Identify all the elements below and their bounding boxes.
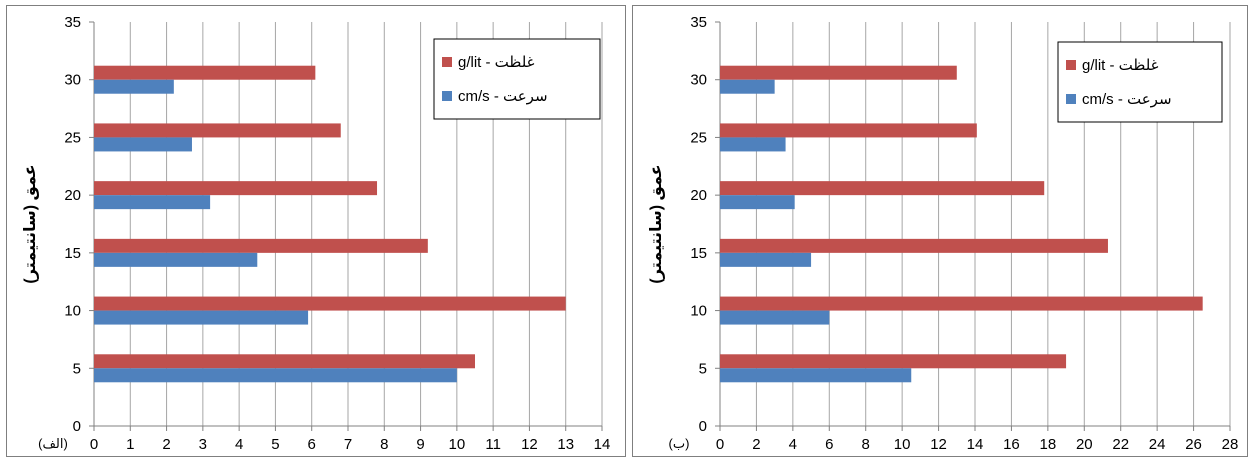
legend-label-velocity: سرعت - cm/s [458, 88, 548, 105]
x-tick-label: 6 [825, 436, 833, 453]
legend-label-density: غلظت - g/lit [458, 54, 535, 71]
legend-swatch-density [442, 57, 452, 67]
y-tick-label: 20 [690, 187, 707, 204]
x-tick-label: 12 [521, 436, 538, 453]
chart-panel-b: 0 2 4 6 8 10 12 14 16 18 20 22 24 26 28 0 5 10 15 20 25 30 35 ع… [632, 5, 1248, 457]
x-tick-label: 9 [416, 436, 424, 453]
x-tick-label: 10 [894, 436, 911, 453]
y-tick-label: 10 [64, 303, 81, 320]
x-tick-label: 7 [344, 436, 352, 453]
bar-velocity [94, 195, 211, 210]
x-tick-label: 16 [1003, 436, 1020, 453]
y-tick-label: 0 [73, 418, 81, 435]
y-tick-label: 15 [64, 245, 81, 262]
panel-label: (الف) [38, 436, 68, 451]
legend-label-density: غلظت - g/lit [1082, 57, 1159, 74]
x-tick-label: 1 [126, 436, 134, 453]
bar-density [720, 296, 1203, 311]
x-tick-label: 0 [716, 436, 724, 453]
bar-velocity [94, 252, 258, 267]
x-tick-label: 10 [449, 436, 466, 453]
bar-density [94, 296, 566, 311]
chart-panel-a: 0 1 2 3 4 5 6 7 8 9 10 11 12 13 14 0 5 10 15 20 25 30 35 عمق (س… [6, 5, 626, 457]
bar-density [720, 354, 1067, 369]
y-tick-label: 10 [690, 303, 707, 320]
y-axis-title: عمق (سانتیمتر) [22, 164, 39, 283]
x-tick-label: 2 [162, 436, 170, 453]
x-tick-label: 24 [1149, 436, 1166, 453]
x-tick-label: 14 [967, 436, 984, 453]
y-tick-label: 30 [690, 72, 707, 89]
x-tick-label: 28 [1222, 436, 1239, 453]
y-tick-label: 35 [64, 14, 81, 31]
y-tick-label: 15 [690, 245, 707, 262]
y-tick-label: 5 [73, 360, 81, 377]
x-tick-label: 8 [862, 436, 870, 453]
legend-swatch-velocity [1066, 94, 1076, 104]
y-tick-label: 0 [699, 418, 707, 435]
legend-label-velocity: سرعت - cm/s [1082, 91, 1172, 108]
bar-velocity [720, 368, 912, 383]
y-tick-label: 25 [64, 129, 81, 146]
x-tick-label: 2 [752, 436, 760, 453]
x-tick-label: 18 [1040, 436, 1057, 453]
bar-density [720, 65, 957, 80]
legend-box [1057, 41, 1223, 123]
bar-velocity [720, 137, 786, 152]
legend: غلظت - g/lit سرعت - cm/s [433, 38, 601, 120]
y-tick-label: 5 [699, 360, 707, 377]
bar-velocity [94, 368, 457, 383]
chart-b-svg: 0 2 4 6 8 10 12 14 16 18 20 22 24 26 2805101520253035ع… [648, 14, 1239, 453]
bar-velocity [720, 252, 812, 267]
x-tick-label: 14 [594, 436, 611, 453]
bar-density [94, 238, 428, 253]
bar-density [94, 181, 378, 196]
y-tick-label: 25 [690, 129, 707, 146]
bar-density [94, 354, 475, 369]
y-tick-label: 35 [690, 14, 707, 31]
bar-velocity [94, 310, 309, 325]
bar-velocity [94, 137, 192, 152]
bar-velocity [720, 310, 830, 325]
x-tick-label: 20 [1076, 436, 1093, 453]
bar-velocity [720, 195, 795, 210]
bar-density [720, 123, 977, 138]
legend-box [433, 38, 601, 120]
legend-swatch-density [1066, 60, 1076, 70]
x-tick-label: 8 [380, 436, 388, 453]
bar-density [720, 238, 1108, 253]
x-tick-label: 22 [1112, 436, 1129, 453]
x-tick-label: 6 [308, 436, 316, 453]
x-tick-label: 5 [271, 436, 279, 453]
legend-swatch-velocity [442, 91, 452, 101]
y-tick-label: 20 [64, 187, 81, 204]
legend: غلظت - g/lit سرعت - cm/s [1057, 41, 1223, 123]
x-tick-label: 0 [90, 436, 98, 453]
x-tick-label: 3 [199, 436, 207, 453]
x-tick-label: 4 [235, 436, 243, 453]
y-tick-label: 30 [64, 72, 81, 89]
x-tick-label: 11 [485, 436, 501, 453]
x-tick-label: 4 [789, 436, 797, 453]
x-tick-label: 26 [1185, 436, 1202, 453]
bar-density [94, 65, 316, 80]
panel-label: (ب) [669, 436, 690, 451]
x-tick-label: 12 [930, 436, 947, 453]
bar-density [720, 181, 1045, 196]
bar-velocity [94, 79, 174, 94]
bar-velocity [720, 79, 775, 94]
y-axis-title: عمق (سانتیمتر) [648, 164, 665, 283]
x-tick-label: 13 [557, 436, 574, 453]
bar-density [94, 123, 341, 138]
